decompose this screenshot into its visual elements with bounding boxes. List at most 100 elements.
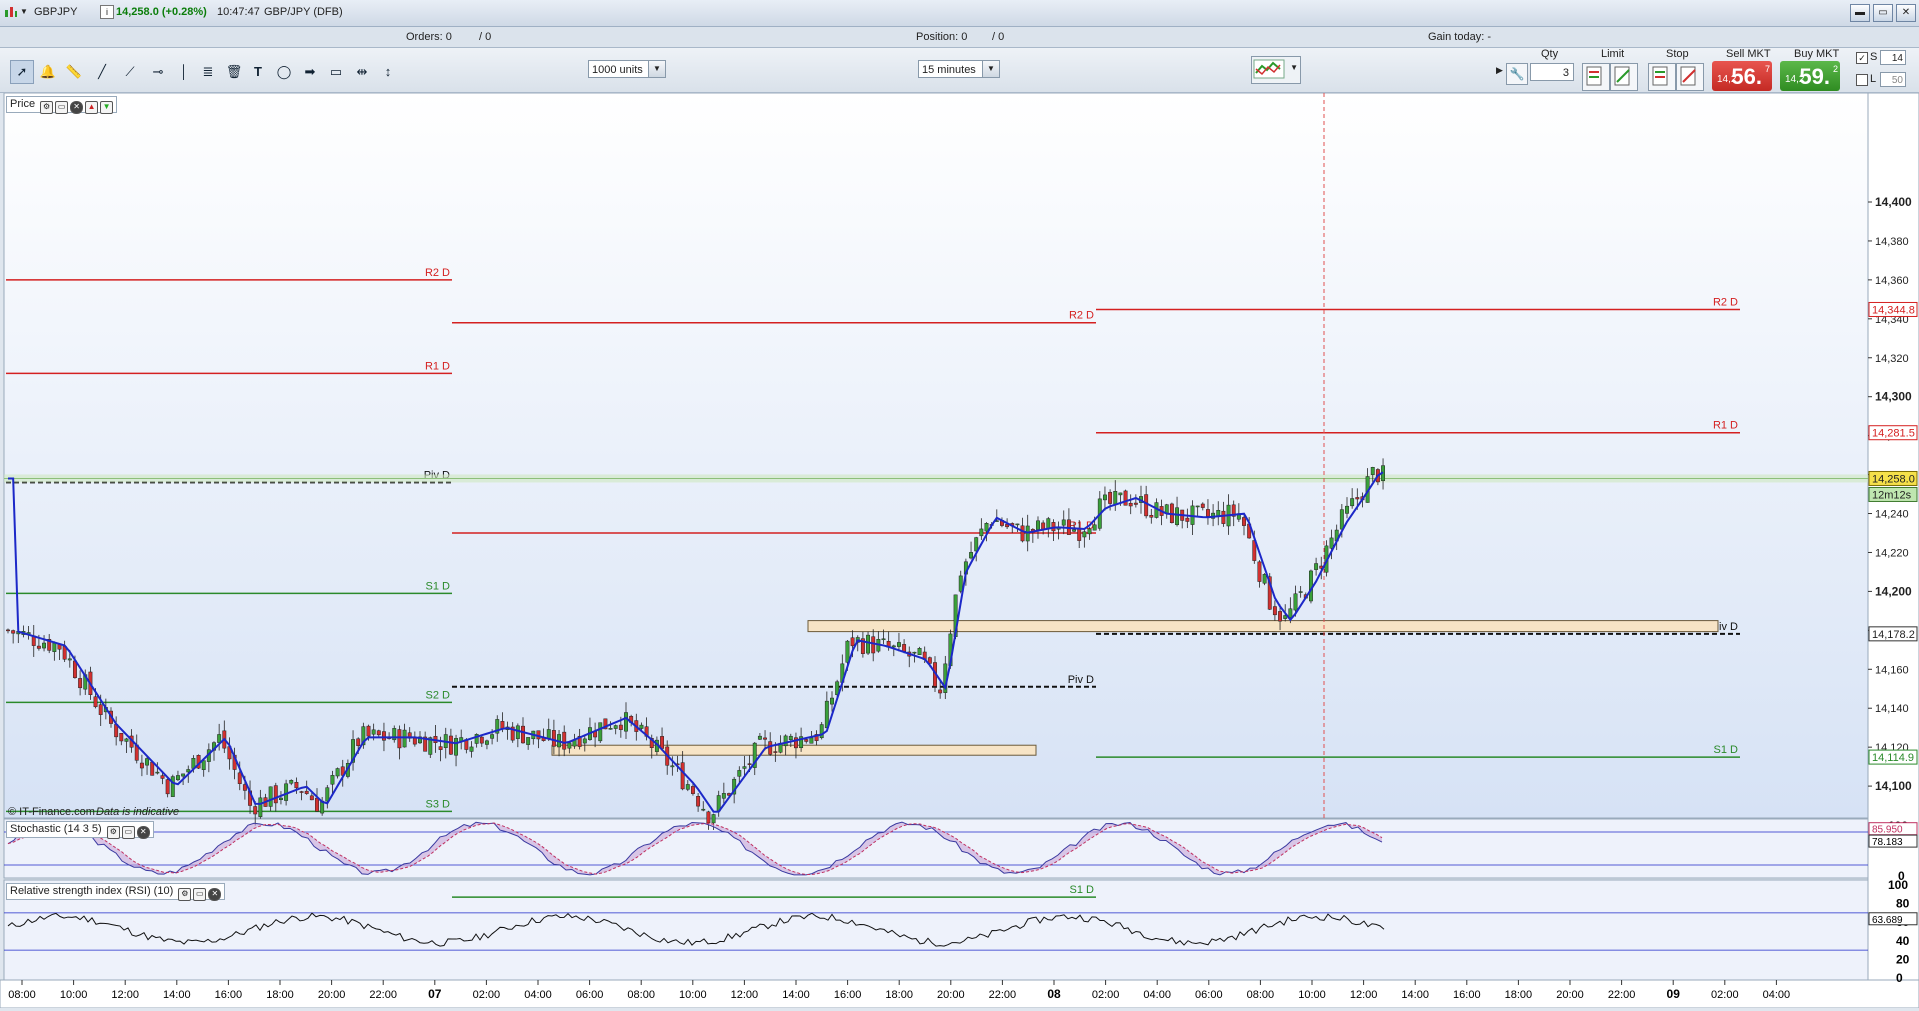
instrument-dropdown-icon[interactable]: ▼ (20, 7, 28, 16)
horizontal-line-icon[interactable]: ⊸ (152, 64, 164, 79)
candlestick (871, 636, 876, 654)
candlestick (42, 642, 46, 649)
trash-icon[interactable]: 🗑 (225, 64, 243, 79)
wrench-icon[interactable]: ⚙ (106, 826, 120, 839)
maximize-window-icon[interactable]: ▭ (1873, 4, 1893, 22)
pivot-level-label: Piv D (1068, 674, 1094, 686)
maximize-panel-icon[interactable]: ▭ (121, 826, 135, 839)
measure-tool-icon[interactable]: ⇹ (356, 64, 368, 79)
gain-today-text: Gain today: - (1428, 31, 1491, 43)
support-zone (551, 744, 1037, 756)
arrow-tool-icon[interactable]: ➡ (304, 64, 316, 79)
pivot-level-label: R2 D (425, 267, 450, 279)
close-window-icon[interactable]: ✕ (1896, 4, 1916, 22)
time-axis-tick-label: 22:00 (989, 989, 1017, 1001)
candlestick (1283, 615, 1288, 619)
time-axis-tick-label: 06:00 (1195, 989, 1223, 1001)
candlestick (1345, 505, 1349, 514)
vertical-line-icon[interactable]: │ (179, 64, 189, 79)
candlestick (160, 775, 165, 779)
wrench-icon[interactable]: ⚙ (40, 101, 54, 114)
time-text: 10:47:47 (217, 6, 260, 18)
stop-edit-button[interactable] (1676, 63, 1704, 91)
candlestick (711, 814, 716, 824)
move-up-icon[interactable]: ▲ (85, 101, 99, 114)
settings-wrench-button[interactable]: 🔧 (1506, 63, 1528, 85)
collapse-arrow-icon[interactable]: ▶ (1496, 65, 1503, 75)
chevron-down-icon[interactable]: ▼ (1290, 63, 1298, 72)
move-down-icon[interactable]: ▼ (100, 101, 114, 114)
chart-area[interactable]: 14,400 14,380 14,360 14,340 14,320 14,300 14,2… (0, 92, 1919, 1009)
time-axis-tick-label: 18:00 (885, 989, 913, 1001)
candlestick (603, 718, 608, 730)
pair-label: GBP/JPY (DFB) (264, 6, 343, 18)
price-axis-badge (1868, 470, 1918, 486)
limit-distance-input[interactable]: 50 (1880, 72, 1906, 87)
candlestick (763, 737, 767, 740)
candlestick (974, 537, 979, 552)
price-axis-tick-label: 14,140 (1875, 703, 1909, 715)
candlestick (273, 785, 278, 804)
close-panel-icon[interactable]: ✕ (208, 888, 222, 901)
chevron-down-icon[interactable]: ▼ (982, 61, 999, 77)
pointer-tool-icon[interactable]: ➚ (10, 60, 34, 84)
stochastic-k-line (7, 821, 1383, 876)
limit-edit-button[interactable] (1610, 63, 1638, 91)
stop-distance-input[interactable]: 14 (1880, 50, 1906, 65)
info-icon[interactable]: i (100, 5, 114, 19)
candlestick (485, 740, 489, 745)
interval-value: 15 minutes (922, 64, 976, 76)
candlestick (289, 780, 294, 784)
price-panel-tab: Price ⚙ ▭ ✕ ▲ ▼ (6, 96, 118, 114)
chevron-down-icon[interactable]: ▼ (648, 61, 665, 77)
maximize-panel-icon[interactable]: ▭ (55, 101, 69, 114)
candlestick (526, 737, 531, 745)
time-axis-tick-label: 10:00 (679, 989, 707, 1001)
close-panel-icon[interactable]: ✕ (70, 101, 84, 114)
alert-bell-icon[interactable]: 🔔 (39, 64, 57, 79)
rectangle-tool-icon[interactable]: ▭ (329, 64, 343, 79)
ray-icon[interactable]: ⟋ (125, 64, 135, 79)
price-chart[interactable]: 14,40014,38014,36014,34014,32014,30014,2… (0, 92, 1919, 1009)
stop-checkbox[interactable]: ✓ (1856, 52, 1868, 64)
close-panel-icon[interactable]: ✕ (136, 826, 150, 839)
candlestick (814, 734, 819, 741)
ellipse-tool-icon[interactable]: ◯ (276, 64, 292, 79)
time-axis-tick-label: 16:00 (215, 989, 243, 1001)
candlestick (984, 523, 989, 532)
chart-type-button[interactable]: ▼ (1251, 56, 1301, 84)
vertical-measure-icon[interactable]: ↕ (384, 64, 392, 79)
restore-window-icon[interactable]: ▬ (1850, 4, 1870, 22)
units-select[interactable]: 1000 units ▼ (588, 60, 666, 78)
qty-input[interactable]: 3 (1530, 63, 1574, 81)
candlestick (860, 638, 865, 654)
candlestick (1288, 608, 1293, 618)
price-axis-badge-label: 14,178.2 (1872, 629, 1915, 641)
instrument-name[interactable]: GBPJPY (34, 6, 78, 18)
candlestick (1329, 537, 1334, 549)
price-axis-tick-label: 14,360 (1875, 275, 1909, 287)
candlestick (649, 738, 654, 749)
fibonacci-icon[interactable]: ≣ (202, 64, 214, 79)
time-axis-tick-label: 12:00 (1350, 989, 1378, 1001)
candlestick (912, 651, 917, 654)
candlestick (515, 725, 520, 739)
stop-order-button[interactable] (1648, 63, 1676, 91)
text-tool-icon[interactable]: T (254, 64, 262, 79)
wrench-icon[interactable]: ⚙ (178, 888, 192, 901)
candlestick (1355, 497, 1360, 500)
limit-checkbox[interactable] (1856, 74, 1868, 86)
buy-market-button[interactable]: 14,2 59. 2 (1780, 61, 1840, 91)
sell-market-button[interactable]: 14,2 56. 7 (1712, 61, 1772, 91)
trendline-icon[interactable]: ╱ (98, 64, 106, 79)
candlestick (67, 658, 72, 661)
maximize-panel-icon[interactable]: ▭ (193, 888, 207, 901)
ruler-icon[interactable]: 📏 (65, 64, 83, 79)
pivot-level-label: R2 D (1713, 296, 1738, 308)
limit-order-button[interactable] (1582, 63, 1610, 91)
title-bar: ▼ GBPJPY i 14,258.0 (+0.28%) 10:47:47 GB… (0, 0, 1919, 27)
candlestick (284, 783, 289, 801)
time-axis-tick-label: 16:00 (1453, 989, 1481, 1001)
time-axis-tick-label: 22:00 (1608, 989, 1636, 1001)
interval-select[interactable]: 15 minutes ▼ (918, 60, 1000, 78)
